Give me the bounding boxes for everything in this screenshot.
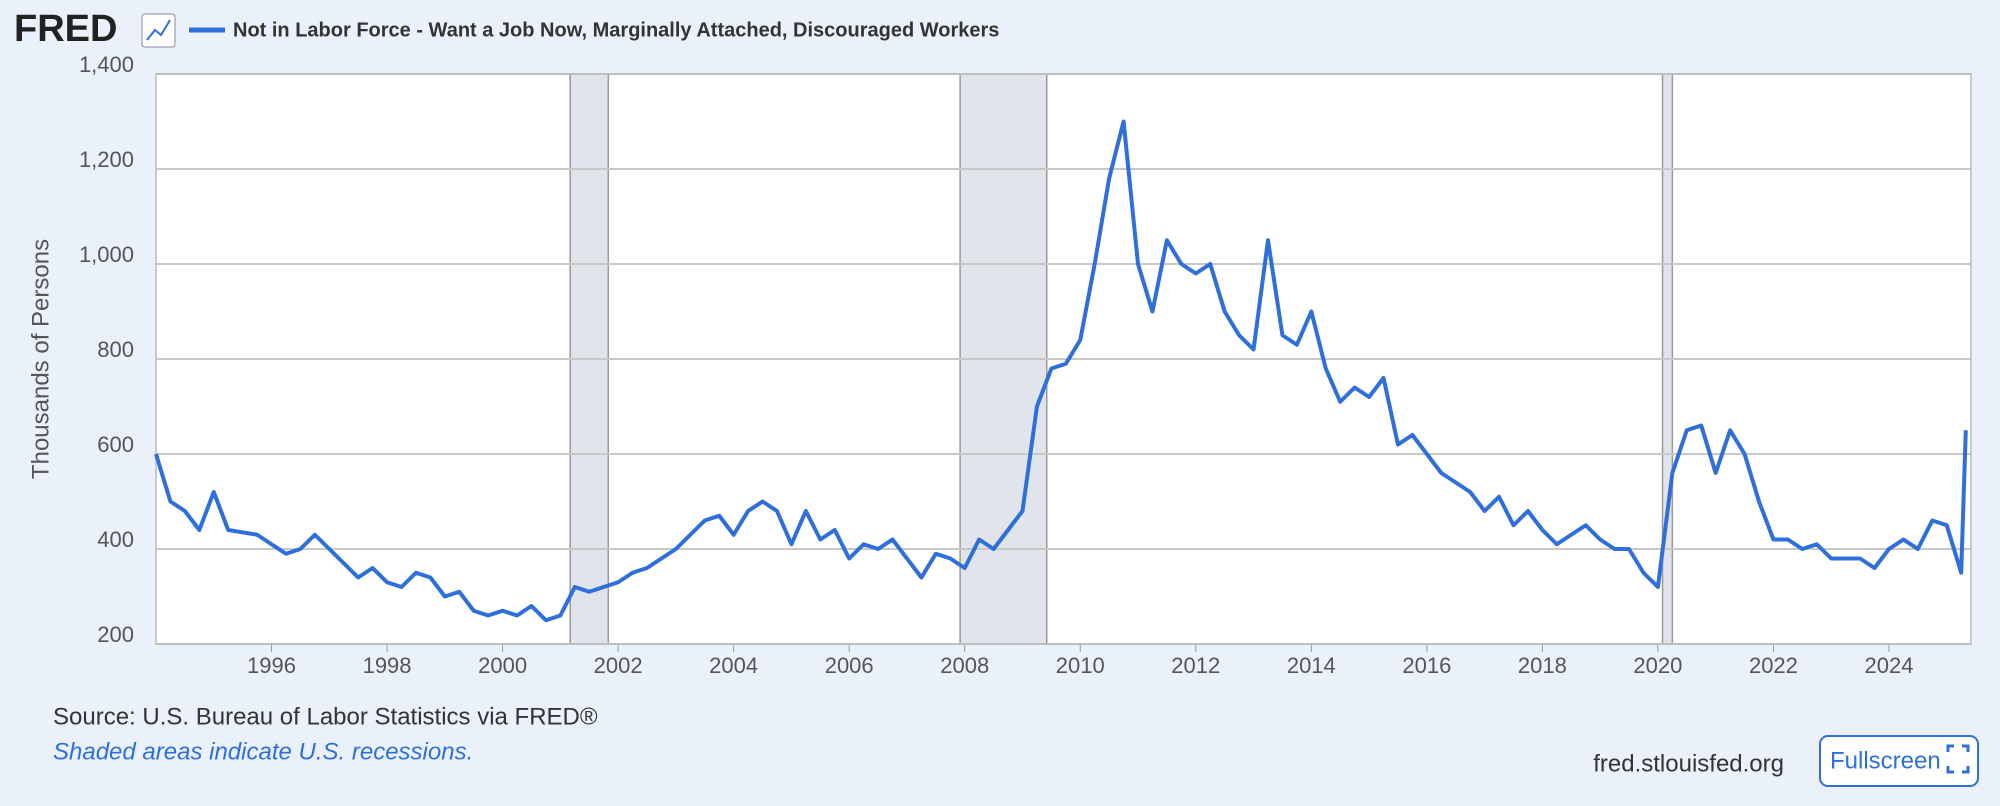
recession-note: Shaded areas indicate U.S. recessions. (53, 738, 473, 765)
x-tick-label: 2020 (1633, 653, 1682, 678)
x-tick-label: 2008 (940, 653, 989, 678)
button-frame[interactable] (1819, 735, 1979, 787)
x-tick-label: 2022 (1749, 653, 1798, 678)
plot-border (155, 73, 1972, 645)
y-tick-label: 200 (97, 622, 134, 647)
y-tick-label: 800 (97, 337, 134, 362)
logo: FRED (14, 8, 117, 50)
y-tick-label: 400 (97, 527, 134, 552)
x-tick-label: 2000 (478, 653, 527, 678)
y-axis-label: Thousands of Persons (27, 239, 54, 479)
y-tick-label: 1,000 (79, 242, 134, 267)
x-tick-label: 2024 (1864, 653, 1913, 678)
x-tick-label: 2018 (1518, 653, 1567, 678)
fullscreen-button[interactable]: Fullscreen (1819, 735, 1979, 787)
logo-icon (141, 13, 176, 48)
series-line (154, 119, 1968, 623)
x-tick-label: 2014 (1287, 653, 1336, 678)
x-tick-label: 2004 (709, 653, 758, 678)
button-label[interactable]: Fullscreen (1830, 747, 1941, 774)
button-icon[interactable] (1946, 744, 1970, 774)
source: Source: U.S. Bureau of Labor Statistics … (53, 703, 598, 730)
x-tick-label: 1996 (247, 653, 296, 678)
legend-label: Not in Labor Force - Want a Job Now, Mar… (233, 19, 999, 41)
logo-icon-line (146, 19, 171, 41)
y-tick-label: 600 (97, 432, 134, 457)
x-tick-label: 2010 (1056, 653, 1105, 678)
y-tick-label: 1,400 (79, 52, 134, 77)
x-tick-label: 2016 (1402, 653, 1451, 678)
x-tick-label: 2002 (594, 653, 643, 678)
y-tick-label: 1,200 (79, 147, 134, 172)
x-tick-label: 2006 (825, 653, 874, 678)
site-url: fred.stlouisfed.org (1593, 750, 1784, 777)
x-tick-label: 2012 (1171, 653, 1220, 678)
x-tick-label: 1998 (363, 653, 412, 678)
